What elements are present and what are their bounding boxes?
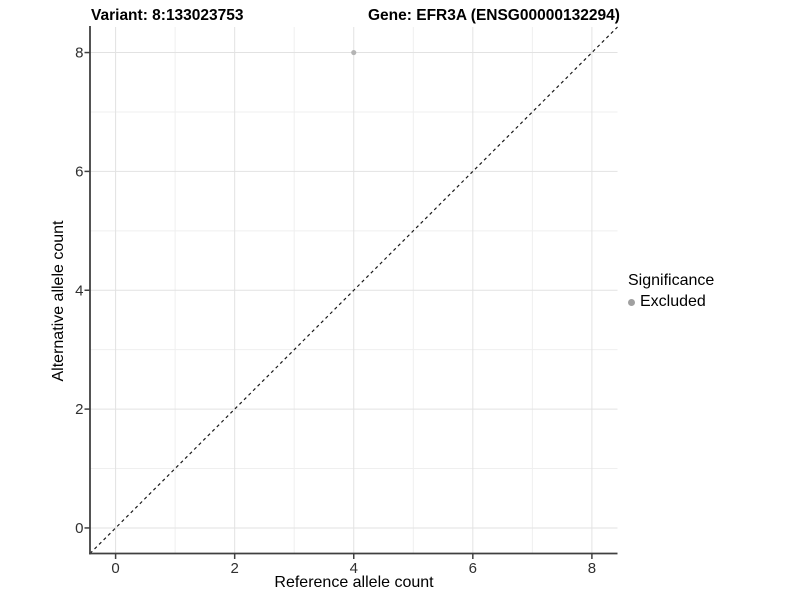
legend: Significance Excluded: [628, 271, 714, 311]
y-tick-label: 0: [75, 520, 83, 537]
x-tick-label: 8: [588, 560, 596, 577]
data-point-excluded: [351, 49, 357, 56]
variant-title: Variant: 8:133023753: [91, 7, 244, 24]
y-axis-title: Alternative allele count: [50, 220, 67, 382]
x-tick-label: 4: [350, 560, 358, 577]
y-tick-label: 2: [75, 401, 83, 418]
legend-entry-excluded: Excluded: [628, 293, 714, 311]
legend-title: Significance: [628, 272, 715, 289]
y-tick-label: 6: [75, 163, 83, 180]
gene-title: Gene: EFR3A (ENSG00000132294): [368, 7, 620, 24]
x-axis-title: Reference allele count: [274, 574, 434, 591]
identity-line: [89, 26, 618, 554]
x-tick-label: 6: [469, 560, 477, 577]
excluded-marker-icon: [628, 298, 635, 306]
x-tick-label: 2: [231, 560, 239, 577]
x-tick-label: 0: [111, 560, 119, 577]
y-tick-label: 8: [75, 45, 83, 62]
y-tick-label: 4: [75, 282, 83, 299]
legend-entry-label: Excluded: [640, 293, 706, 310]
